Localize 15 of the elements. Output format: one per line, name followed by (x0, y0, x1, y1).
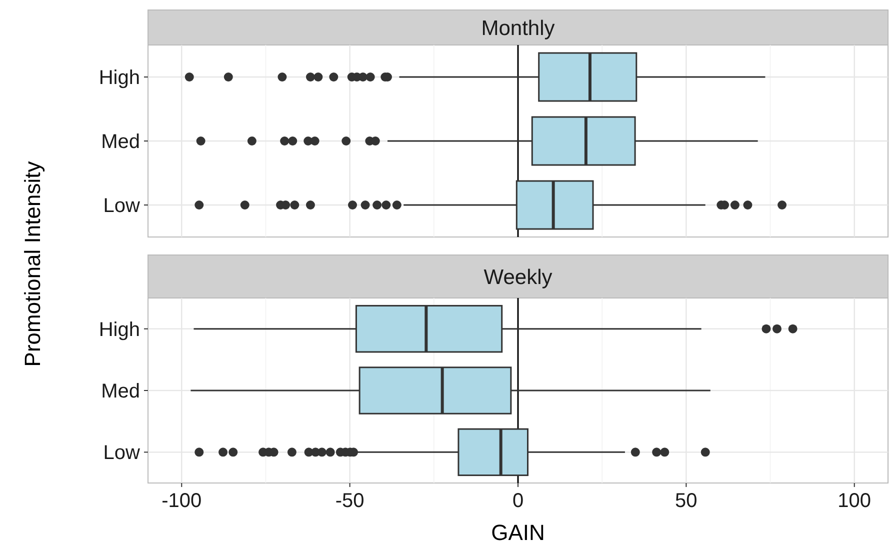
x-tick-label: 50 (675, 490, 698, 512)
chart-title: Weekly (484, 266, 553, 289)
y-tick-label: Low (103, 442, 141, 464)
x-axis-title: GAIN (491, 520, 545, 545)
x-tick-label: -50 (335, 490, 364, 512)
y-tick-label: Low (103, 195, 141, 217)
y-tick-label: High (98, 67, 140, 89)
x-tick-label: 0 (512, 490, 524, 512)
y-axis-title: Promotional Intensity (20, 161, 45, 367)
y-tick-label: High (98, 318, 140, 341)
y-tick-label: Med (101, 380, 140, 402)
y-tick-label: Med (101, 131, 140, 153)
x-tick-label: 100 (838, 490, 872, 512)
chart-title: Monthly (481, 16, 556, 40)
x-tick-label: -100 (162, 490, 202, 512)
